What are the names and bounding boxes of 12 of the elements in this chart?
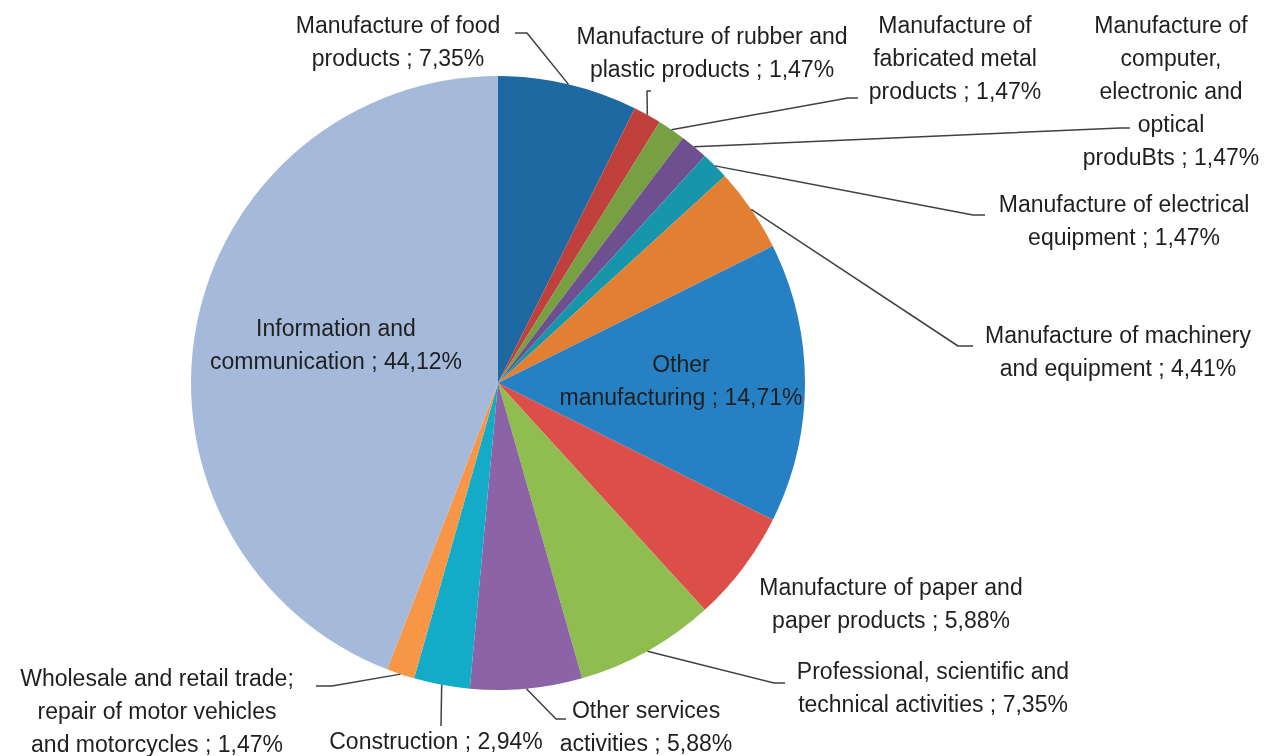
slice-label: Manufacture of rubber and plastic products ; 1,47% xyxy=(576,23,848,83)
slice-label: Manufacture of electrical equipment ; 1,47% xyxy=(998,191,1250,251)
slice-label: Manufacture of food products ; 7,35% xyxy=(295,12,501,72)
slice-label: Manufacture of machinery and equipment ; 4,41% xyxy=(985,322,1252,382)
slice-label: Construction ; 2,94% xyxy=(329,728,543,755)
slice-label: Manufacture of paper and paper products ; 5,88% xyxy=(759,574,1023,634)
slice-label: Information and communication ; 44,12% xyxy=(210,315,462,375)
slice-label: Other manufacturing ; 14,71% xyxy=(559,351,803,411)
slice-label: Manufacture of fabricated metal products ; 1,47% xyxy=(868,12,1042,105)
slice-label: Other services activities ; 5,88% xyxy=(559,697,733,756)
slice-label: Manufacture of computer, electronic and optical produBts ; 1,47% xyxy=(1082,12,1260,171)
slice-label: Professional, scientific and technical activities ; 7,35% xyxy=(796,658,1070,718)
